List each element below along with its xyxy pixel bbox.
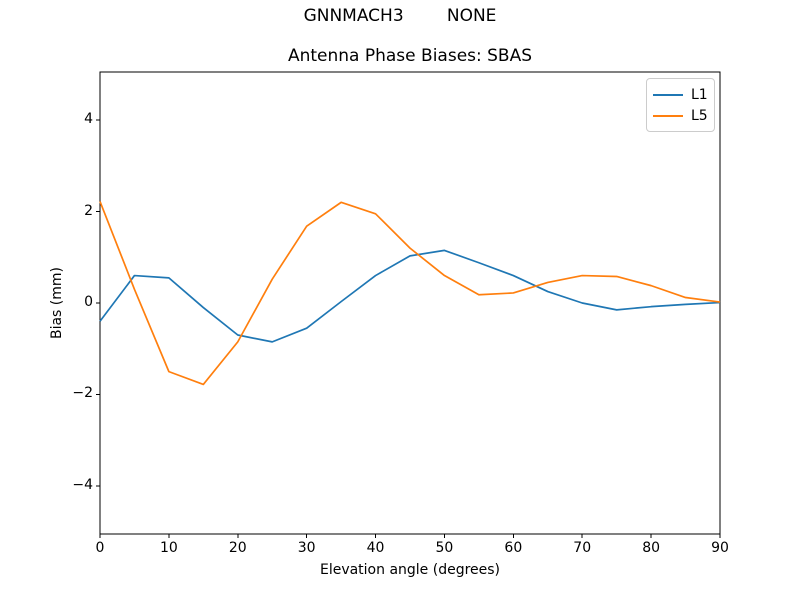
- series-line-l1: [99, 249, 721, 343]
- y-tick-label: −4: [72, 476, 93, 493]
- x-tick-label: 20: [228, 540, 247, 556]
- x-tick-label: 0: [95, 540, 105, 556]
- y-tick-label: −2: [72, 385, 93, 402]
- x-axis-label: Elevation angle (degrees): [319, 562, 501, 578]
- axes-frame: [99, 71, 721, 535]
- legend-item-l1: L1: [653, 84, 708, 105]
- y-tick-label: 0: [84, 294, 93, 310]
- x-tick-label: 10: [159, 540, 178, 556]
- y-tick-label: 4: [84, 111, 93, 128]
- x-tick-label: 90: [711, 540, 729, 556]
- l1-line-swatch: [653, 93, 683, 96]
- series-line-l5: [99, 201, 721, 386]
- figure-suptitle: GNNMACH3 NONE: [303, 6, 497, 26]
- axes-title: Antenna Phase Biases: SBAS: [287, 46, 533, 66]
- legend-item-l5: L5: [653, 105, 708, 126]
- y-axis-label: Bias (mm): [49, 266, 65, 340]
- legend-label-l5: L5: [691, 107, 708, 124]
- x-tick-label: 60: [504, 540, 523, 556]
- legend-label-l1: L1: [691, 86, 708, 103]
- x-tick-label: 30: [297, 540, 316, 556]
- x-tick-label: 50: [435, 540, 454, 556]
- x-tick-label: 80: [642, 540, 661, 556]
- x-tick-label: 40: [366, 540, 385, 556]
- y-tick-label: 2: [84, 202, 93, 219]
- legend: L1 L5: [646, 78, 715, 132]
- l5-line-swatch: [653, 114, 683, 117]
- x-tick-label: 70: [573, 540, 592, 556]
